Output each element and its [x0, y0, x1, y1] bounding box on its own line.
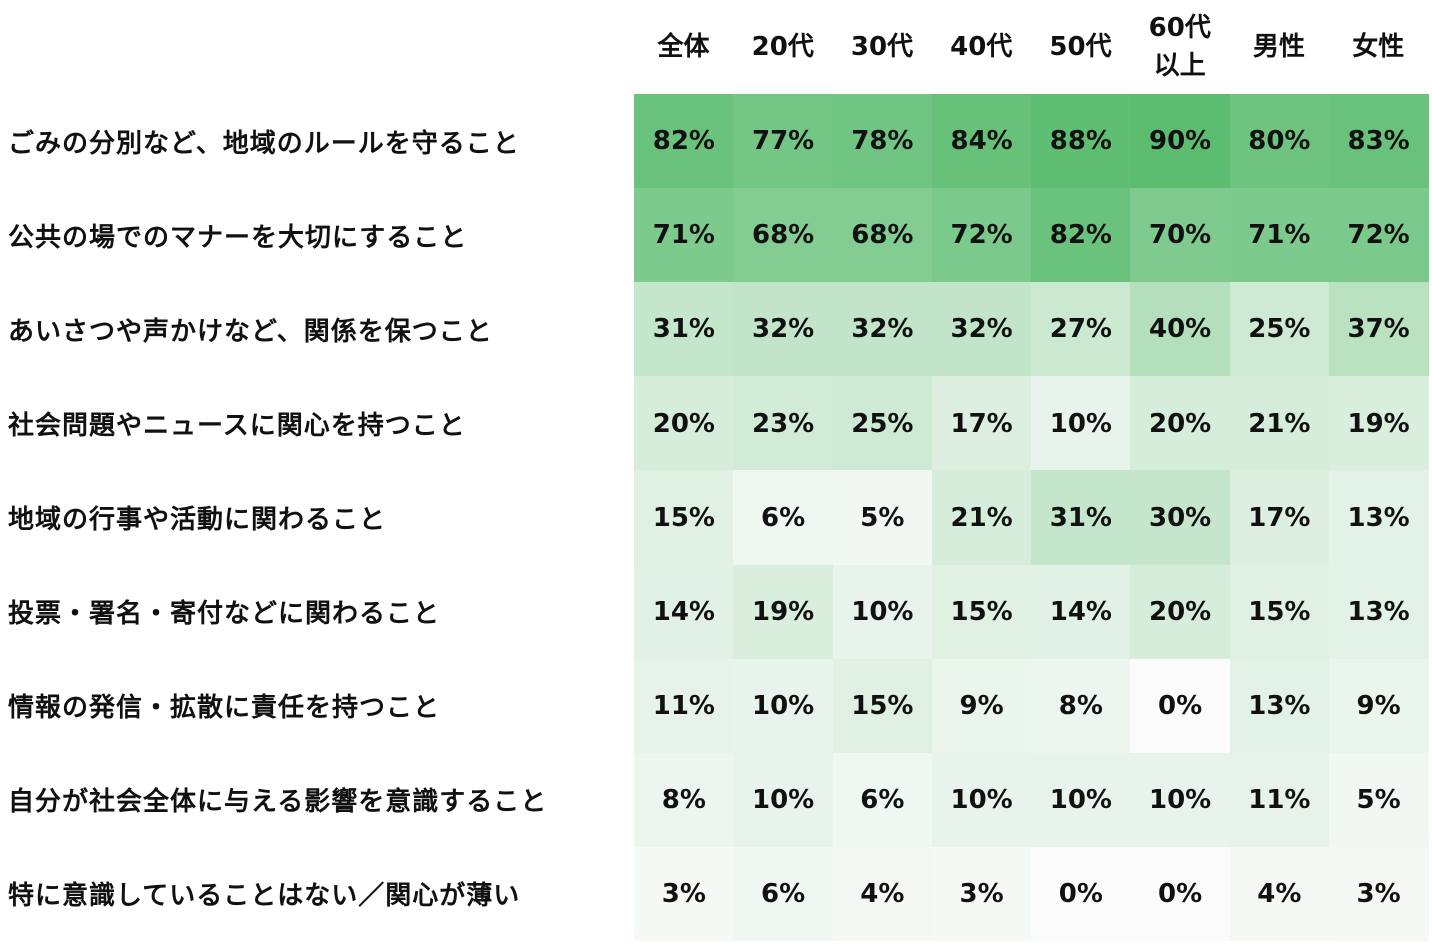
heatmap-cell: 9% [1328, 658, 1429, 754]
heatmap-cell: 32% [733, 282, 833, 377]
heatmap-cell: 40% [1130, 282, 1230, 377]
heatmap-cell: 14% [634, 564, 734, 660]
heatmap-cell: 30% [1130, 470, 1230, 565]
heatmap-cell: 13% [1229, 658, 1330, 754]
heatmap-cell: 17% [1229, 470, 1330, 565]
heatmap-cell: 20% [1130, 376, 1230, 471]
heatmap-cell: 11% [634, 658, 734, 754]
heatmap-cell: 10% [1031, 376, 1131, 471]
heatmap-cell: 17% [931, 376, 1032, 471]
heatmap-cell: 3% [634, 846, 734, 942]
column-header: 40代 [950, 32, 1013, 62]
row-label: 自分が社会全体に与える影響を意識すること [8, 787, 548, 818]
heatmap-cell: 77% [733, 94, 833, 189]
heatmap-cell: 32% [832, 282, 933, 377]
column-header: 女性 [1352, 32, 1405, 62]
heatmap-cell: 23% [733, 376, 833, 471]
heatmap-cell: 10% [733, 752, 833, 848]
heatmap-cell: 72% [1328, 188, 1429, 283]
heatmap-cell: 27% [1031, 282, 1131, 377]
heatmap-cell: 72% [931, 188, 1032, 283]
heatmap-cell: 25% [832, 376, 933, 471]
heatmap-cell: 25% [1229, 282, 1330, 377]
heatmap-cell: 82% [634, 94, 734, 189]
column-header: 20代 [751, 32, 814, 62]
heatmap-cell: 20% [1130, 564, 1230, 660]
row-label: ごみの分別など、地域のルールを守ること [8, 128, 520, 159]
row-label: 地域の行事や活動に関わること [8, 504, 387, 535]
heatmap-cell: 70% [1130, 188, 1230, 283]
column-header: 30代 [850, 32, 914, 62]
heatmap-cell: 3% [1328, 846, 1429, 942]
heatmap-cell: 15% [931, 564, 1032, 660]
heatmap-cell: 21% [1229, 376, 1330, 471]
heatmap-cell: 20% [634, 376, 734, 471]
row-label: 投票・署名・寄付などに関わること [8, 599, 441, 629]
heatmap-cell: 80% [1229, 94, 1330, 189]
heatmap-cell: 71% [1229, 188, 1330, 283]
heatmap-cell: 8% [1031, 658, 1131, 754]
heatmap-cell: 19% [1328, 376, 1429, 471]
heatmap-cell: 15% [1229, 564, 1330, 660]
heatmap-cell: 84% [931, 94, 1032, 189]
heatmap-cell: 78% [832, 94, 933, 189]
row-label: 公共の場でのマナーを大切にすること [8, 222, 468, 253]
heatmap-cell: 68% [832, 188, 933, 283]
heatmap-cell: 31% [634, 282, 734, 377]
heatmap-cell: 10% [1031, 752, 1131, 848]
heatmap-cell: 71% [634, 188, 734, 283]
heatmap-cell: 4% [1229, 846, 1330, 942]
column-header: 50代 [1049, 32, 1112, 62]
heatmap-cell: 10% [733, 658, 833, 754]
heatmap-cell: 88% [1031, 94, 1131, 189]
row-label: 特に意識していることはない／関心が薄い [8, 881, 521, 912]
row-label: 社会問題やニュースに関心を持つこと [8, 410, 466, 441]
heatmap-cell: 6% [733, 470, 833, 565]
heatmap-cell: 6% [733, 846, 833, 942]
heatmap-cell: 10% [832, 564, 933, 660]
heatmap-cell: 0% [1130, 846, 1230, 942]
heatmap-cell: 15% [832, 658, 933, 754]
heatmap-cell: 19% [733, 564, 833, 660]
heatmap-cell: 3% [931, 846, 1032, 942]
heatmap-cell: 14% [1031, 564, 1131, 660]
heatmap-cell: 68% [733, 188, 833, 283]
heatmap-cell: 82% [1031, 188, 1131, 283]
heatmap-cell: 5% [1328, 752, 1429, 848]
column-header: 60代 以上 [1148, 13, 1211, 81]
heatmap-cell: 32% [931, 282, 1032, 377]
heatmap-cell: 11% [1229, 752, 1330, 848]
column-header: 全体 [657, 32, 710, 62]
heatmap-cell: 5% [832, 470, 933, 565]
heatmap-cell: 10% [1130, 752, 1230, 848]
heatmap-cell: 13% [1328, 564, 1429, 660]
row-label: 情報の発信・拡散に責任を持つこと [8, 693, 441, 724]
heatmap-cell: 0% [1130, 658, 1230, 754]
heatmap-cell: 6% [832, 752, 933, 848]
heatmap-cell: 15% [634, 470, 734, 565]
row-label: あいさつや声かけなど、関係を保つこと [8, 316, 493, 347]
heatmap-cell: 10% [931, 752, 1032, 848]
heatmap-cell: 9% [931, 658, 1032, 754]
heatmap-cell: 4% [832, 846, 933, 942]
heatmap-cell: 13% [1328, 470, 1429, 565]
heatmap-cell: 0% [1031, 846, 1131, 942]
column-header: 男性 [1252, 32, 1305, 62]
heatmap-cell: 90% [1130, 94, 1230, 189]
heatmap-cell: 83% [1328, 94, 1429, 189]
heatmap-cell: 37% [1328, 282, 1429, 377]
heatmap-cell: 21% [931, 470, 1032, 565]
heatmap-cell: 31% [1031, 470, 1131, 565]
heatmap-cell: 8% [634, 752, 734, 848]
